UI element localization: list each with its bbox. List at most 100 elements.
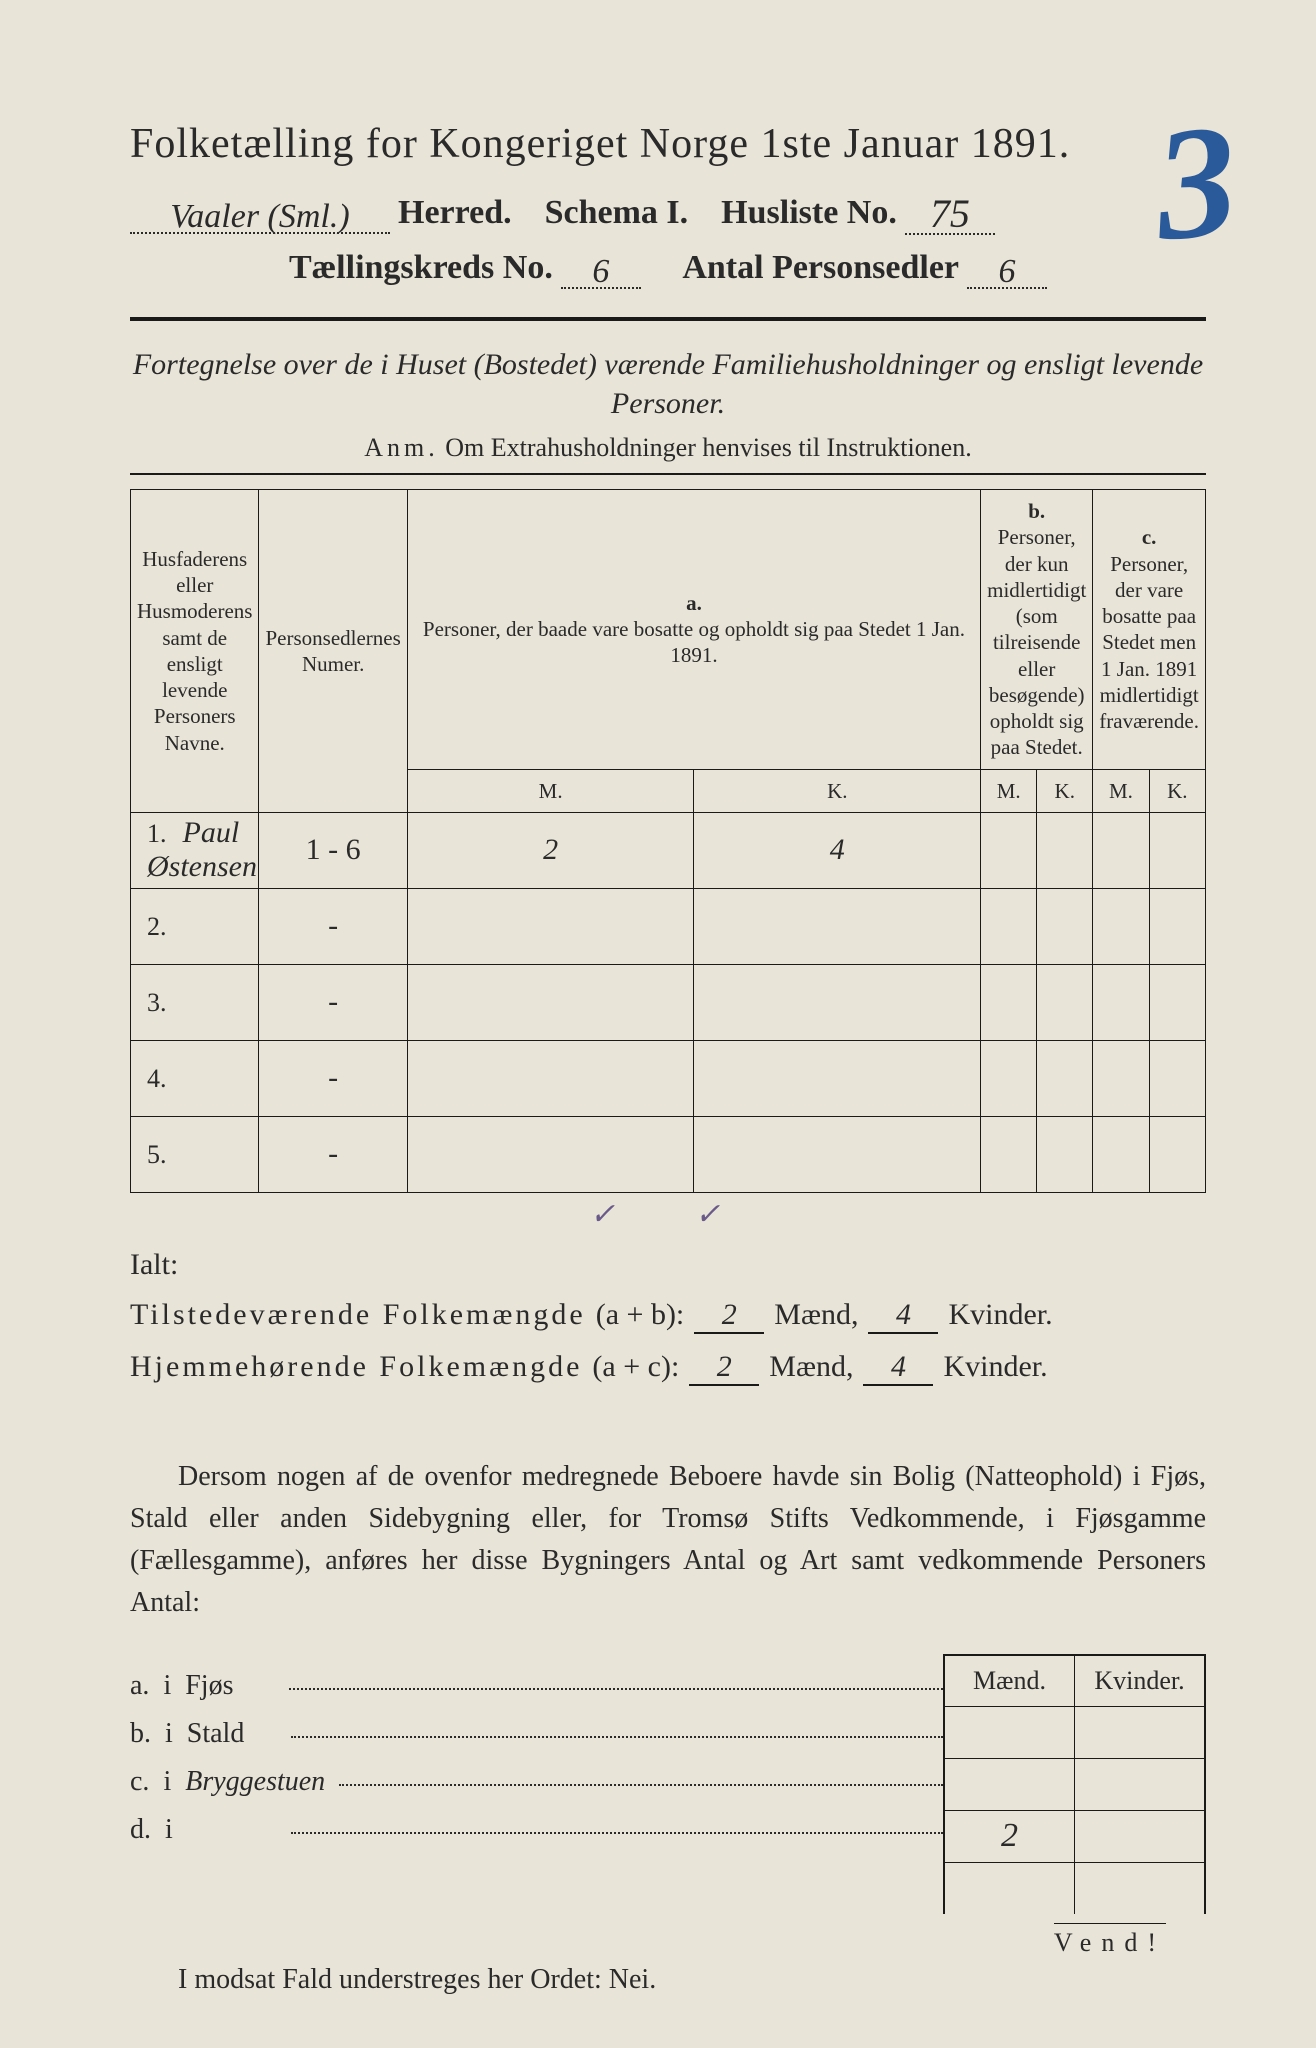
anm-text: Om Extrahusholdninger henvises til Instr…	[445, 433, 971, 462]
sum1-formula: (a + b):	[596, 1298, 685, 1332]
abcd-row: c.iBryggestuen	[130, 1762, 943, 1798]
table-row: 5. -	[131, 1116, 1206, 1192]
anm-label: Anm.	[364, 433, 439, 462]
hdr-a-k: K.	[694, 769, 981, 812]
abcd-k	[1075, 1758, 1205, 1810]
abcd-hdr-k: Kvinder.	[1075, 1655, 1205, 1706]
cell-a-k	[694, 1116, 981, 1192]
hdr-name: Husfaderens eller Husmoderens samt de en…	[131, 490, 259, 813]
header-line-2: Vaaler (Sml.) Herred. Schema I. Husliste…	[130, 186, 1206, 235]
abcd-key: a.	[130, 1670, 149, 1702]
abcd-k	[1075, 1862, 1205, 1914]
subtitle: Fortegnelse over de i Huset (Bostedet) v…	[130, 345, 1206, 423]
hdr-num: Personsedlernes Numer.	[259, 490, 407, 813]
dots	[291, 1710, 943, 1738]
hdr-b: b. Personer, der kun midlertidigt (som t…	[981, 490, 1093, 770]
cell-b-k	[1037, 888, 1093, 964]
sum1-k: 4	[868, 1298, 938, 1334]
table-row: 1. Paul Østensen1 - 624	[131, 812, 1206, 888]
cell-b-k	[1037, 964, 1093, 1040]
abcd-value-row	[945, 1706, 1205, 1758]
cell-a-m	[407, 964, 694, 1040]
sum2-k: 4	[863, 1350, 933, 1386]
hdr-c-k: K.	[1149, 769, 1205, 812]
cell-c-m	[1093, 964, 1149, 1040]
cell-b-k	[1037, 1040, 1093, 1116]
hdr-b-k: K.	[1037, 769, 1093, 812]
page-title: Folketælling for Kongeriget Norge 1ste J…	[130, 120, 1206, 168]
cell-a-k	[694, 1040, 981, 1116]
cell-b-m	[981, 812, 1037, 888]
kvinder-label-2: Kvinder.	[943, 1350, 1047, 1384]
sum2-label: Hjemmehørende Folkemængde	[130, 1350, 582, 1384]
cell-c-m	[1093, 888, 1149, 964]
cell-c-m	[1093, 1040, 1149, 1116]
abcd-k	[1075, 1810, 1205, 1862]
abcd-block: a.iFjøsb.iStaldc.iBryggestuend.i Mænd. K…	[130, 1654, 1206, 1915]
cell-name: 5.	[131, 1116, 259, 1192]
antal-field: 6	[967, 249, 1047, 289]
hdr-c-m: M.	[1093, 769, 1149, 812]
husliste-field: 75	[905, 186, 995, 235]
cell-b-m	[981, 1116, 1037, 1192]
dots	[339, 1758, 943, 1786]
vend-label: Vend!	[1054, 1923, 1166, 1958]
abcd-value-row: 2	[945, 1810, 1205, 1862]
abcd-row: d.i	[130, 1810, 943, 1846]
cell-c-k	[1149, 888, 1205, 964]
corner-number: 3	[1148, 87, 1244, 278]
cell-a-m: 2	[407, 812, 694, 888]
cell-name: 1. Paul Østensen	[131, 812, 259, 888]
cell-b-m	[981, 1040, 1037, 1116]
dots	[289, 1662, 943, 1690]
main-table: Husfaderens eller Husmoderens samt de en…	[130, 489, 1206, 1193]
husliste-label: Husliste No.	[721, 194, 897, 232]
hdr-a: a. Personer, der baade vare bosatte og o…	[407, 490, 980, 770]
cell-name: 3.	[131, 964, 259, 1040]
hdr-c: c. Personer, der vare bosatte paa Stedet…	[1093, 490, 1206, 770]
table-row: 3. -	[131, 964, 1206, 1040]
hdr-a-m: M.	[407, 769, 694, 812]
cell-a-m	[407, 1040, 694, 1116]
cell-c-k	[1149, 1116, 1205, 1192]
cell-num: -	[259, 1116, 407, 1192]
summary-block: Ialt: Tilstedeværende Folkemængde (a + b…	[130, 1248, 1206, 1386]
maend-label: Mænd,	[774, 1298, 858, 1332]
cell-b-m	[981, 964, 1037, 1040]
census-form-page: 3 Folketælling for Kongeriget Norge 1ste…	[0, 0, 1316, 2048]
abcd-i: i	[163, 1670, 171, 1702]
anm-line: Anm. Om Extrahusholdninger henvises til …	[130, 433, 1206, 463]
abcd-m	[945, 1862, 1075, 1914]
sum2-m: 2	[689, 1350, 759, 1386]
schema-label: Schema I.	[545, 194, 689, 232]
abcd-key: d.	[130, 1814, 151, 1846]
kreds-field: 6	[561, 249, 641, 289]
table-row: 2. -	[131, 888, 1206, 964]
abcd-label: Fjøs	[185, 1670, 275, 1702]
cell-a-k	[694, 888, 981, 964]
header-line-3: Tællingskreds No. 6 Antal Personsedler 6	[130, 249, 1206, 289]
cell-name: 4.	[131, 1040, 259, 1116]
cell-b-m	[981, 888, 1037, 964]
cell-name: 2.	[131, 888, 259, 964]
dots	[291, 1806, 943, 1834]
cell-c-k	[1149, 812, 1205, 888]
cell-b-k	[1037, 1116, 1093, 1192]
paragraph: Dersom nogen af de ovenfor medregnede Be…	[130, 1456, 1206, 1624]
cell-c-k	[1149, 964, 1205, 1040]
cell-num: -	[259, 964, 407, 1040]
kvinder-label: Kvinder.	[948, 1298, 1052, 1332]
cell-c-m	[1093, 1116, 1149, 1192]
cell-a-k: 4	[694, 812, 981, 888]
cell-num: 1 - 6	[259, 812, 407, 888]
abcd-row: a. i Fjøs	[130, 1666, 943, 1702]
abcd-value-row	[945, 1758, 1205, 1810]
kreds-label: Tællingskreds No.	[289, 249, 553, 287]
abcd-i: i	[165, 1718, 173, 1750]
sum2-formula: (a + c):	[592, 1350, 679, 1384]
cell-c-k	[1149, 1040, 1205, 1116]
abcd-table: Mænd. Kvinder. 2	[943, 1654, 1206, 1915]
sum1-m: 2	[694, 1298, 764, 1334]
herred-label: Herred.	[398, 194, 512, 232]
cell-a-m	[407, 1116, 694, 1192]
